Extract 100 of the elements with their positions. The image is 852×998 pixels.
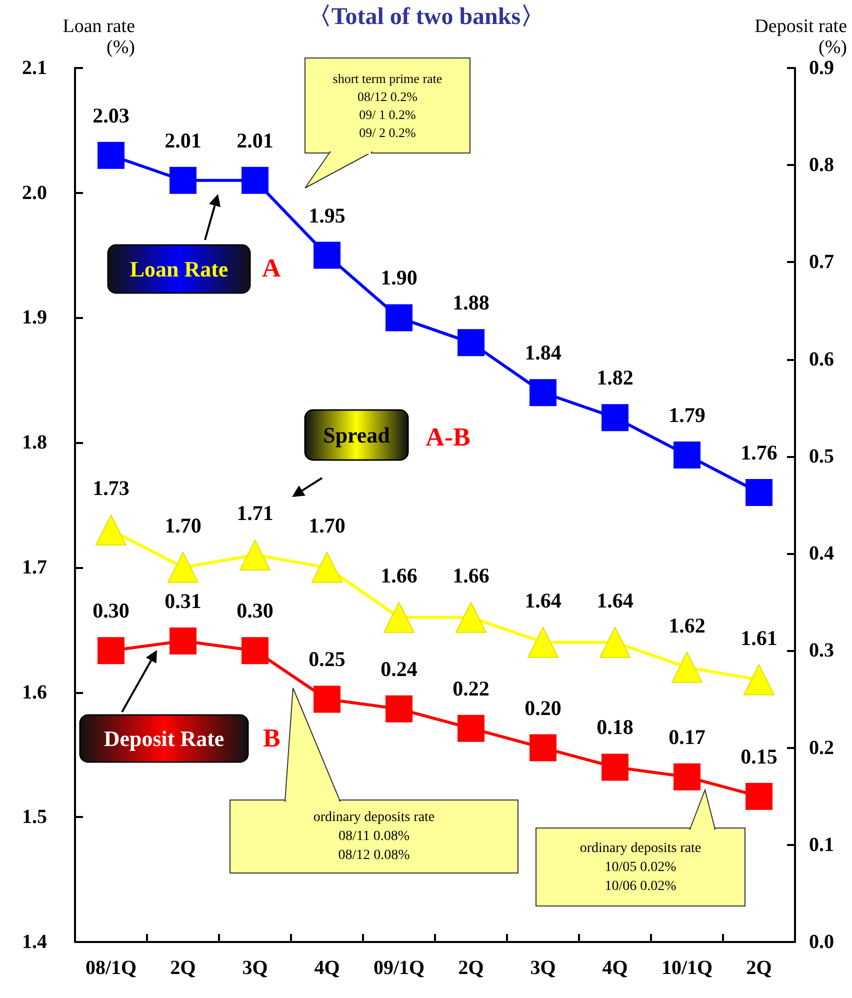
point [744,664,774,696]
data-label: 1.88 [452,290,490,315]
point [602,754,628,781]
chart-title: 〈Total of two banks〉 [307,4,545,30]
data-label: 0.30 [236,598,274,623]
point [746,479,772,506]
x-tick-label: 3Q [242,957,268,979]
data-label: 1.61 [740,626,778,650]
data-label: 1.70 [164,513,202,538]
point [530,734,556,762]
data-label: 0.25 [308,647,346,672]
data-label: 1.90 [380,266,418,290]
point [96,514,126,546]
point [458,329,484,356]
data-label: 1.79 [668,403,706,428]
x-tick-label: 10/1Q [661,957,713,979]
y2-tick-label: 0.6 [809,348,834,370]
point [456,602,486,633]
data-label: 1.70 [308,513,346,538]
y-tick-label: 2.1 [22,57,47,79]
y2-tick-label: 0.9 [809,57,834,79]
x-tick-label: 3Q [530,957,556,979]
annotation: ordinary deposits rate 08/11 0.08% 08/12 0.08% [230,800,518,873]
y2-tick-label: 0.1 [809,834,834,856]
y-tick-label: 1.6 [22,681,47,704]
data-label: 1.66 [380,563,418,588]
data-label: 0.24 [380,656,418,681]
y2-tick-label: 0.0 [809,931,834,953]
x-tick-label: 2Q [170,957,196,979]
point [602,404,628,432]
annotation: short term prime rate 08/12 0.2% 09/ 1 0.2% 09/ 2 0.2% [305,58,470,153]
y2-tick-label: 0.7 [809,251,834,274]
point [242,637,268,664]
point [386,304,412,332]
data-label: 1.84 [524,340,562,365]
point [674,763,700,790]
annotation: ordinary deposits rate 10/05 0.02% 10/06 0.02% [536,828,745,906]
x-tick-label: 08/1Q [85,957,137,979]
data-label: 0.15 [740,744,778,768]
x-tick-label: 09/1Q [373,957,425,979]
y-tick-label: 1.8 [22,432,47,454]
data-label: 0.20 [524,696,562,720]
data-label: 0.22 [452,676,490,700]
data-label: 0.17 [668,724,706,749]
x-tick-label: 4Q [314,957,340,979]
data-label: 1.71 [236,500,274,525]
data-label: 0.18 [596,715,634,740]
point [314,686,340,713]
point [386,695,412,722]
data-label: 1.64 [524,588,562,612]
y2-axis-title: Deposit rate (%) [754,16,847,58]
point [170,166,196,194]
point [600,626,630,658]
data-label: 0.31 [164,588,202,613]
y-tick-label: 1.7 [22,556,47,578]
x-tick-label: 4Q [602,957,628,979]
point [674,442,700,469]
point [98,142,124,169]
point [168,552,198,583]
data-label: 1.73 [92,476,130,500]
point [746,782,772,810]
data-label: 1.95 [308,203,346,228]
y-tick-label: 1.4 [22,931,47,953]
point [530,379,556,406]
annotation: B [263,724,280,752]
point [170,627,196,654]
y2-tick-label: 0.5 [809,445,834,468]
x-tick-label: 2Q [746,957,772,979]
point [242,166,268,194]
data-label: 1.62 [668,613,706,638]
point [672,652,702,683]
annotation: A-B [426,422,470,452]
annotation: A [262,254,281,282]
y2-tick-label: 0.4 [809,542,834,565]
y-tick-label: 1.9 [22,306,47,329]
point [240,539,270,570]
data-label: 1.76 [740,440,778,465]
data-label: 1.66 [452,563,490,588]
data-label: 1.64 [596,588,634,612]
y2-tick-label: 0.2 [809,736,834,759]
data-label: 1.82 [596,366,634,390]
point [384,602,414,633]
point [98,637,124,664]
text: Spread [323,422,390,448]
y-tick-label: 1.5 [22,806,47,828]
point [314,242,340,269]
point [528,626,558,658]
data-label: 2.01 [164,128,202,152]
data-label: 2.03 [92,103,130,128]
point [312,552,342,583]
text: Deposit Rate [104,726,224,751]
data-label: 2.01 [236,128,274,152]
data-label: 0.30 [92,598,130,623]
y2-tick-label: 0.3 [809,640,834,662]
y-tick-label: 2.0 [22,182,47,204]
x-tick-label: 2Q [458,957,484,979]
point [458,714,484,742]
y-axis-title: Loan rate (%) [62,16,135,58]
text: Loan Rate [130,256,228,282]
y2-tick-label: 0.8 [809,154,834,176]
